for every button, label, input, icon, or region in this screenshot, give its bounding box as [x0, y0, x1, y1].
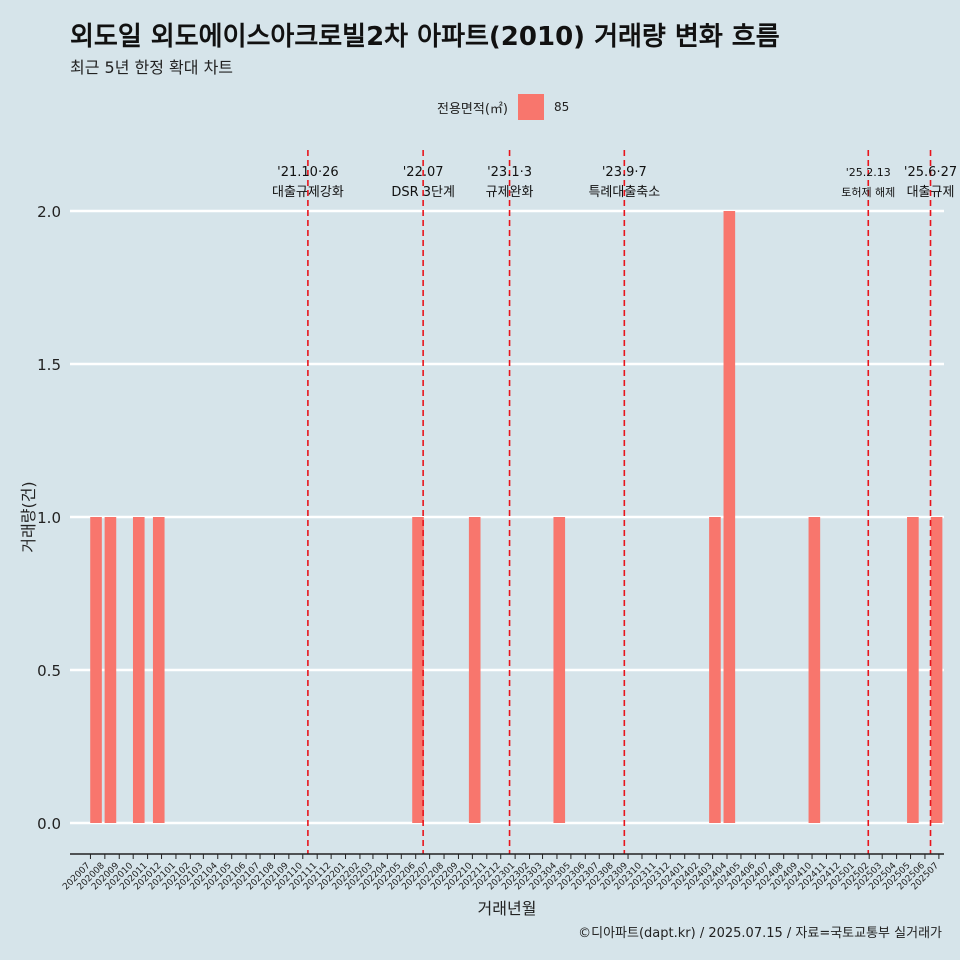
- event-date-label: '22.07: [403, 165, 444, 180]
- event-date-label: '25.6·27: [904, 165, 957, 180]
- bar: [412, 517, 424, 823]
- legend-swatch: [517, 94, 544, 120]
- bar: [808, 517, 821, 823]
- event-name-label: DSR 3단계: [391, 185, 455, 200]
- chart-title: 외도일 외도에이스아크로빌2차 아파트(2010) 거래량 변화 흐름: [70, 22, 780, 52]
- bar: [132, 517, 145, 823]
- event-date-label: '25.2.13: [846, 166, 891, 179]
- bar: [930, 517, 943, 823]
- bar: [90, 517, 102, 823]
- x-axis-title: 거래년월: [478, 899, 537, 918]
- bar: [723, 211, 736, 823]
- y-tick-label: 0.5: [37, 662, 61, 680]
- source-caption: ©디아파트(dapt.kr) / 2025.07.15 / 자료=국토교통부 실…: [578, 926, 942, 941]
- legend: 전용면적(㎡) 85: [437, 93, 569, 121]
- bar: [468, 517, 481, 823]
- y-axis-title: 거래량(건): [19, 481, 38, 552]
- bar: [553, 517, 566, 823]
- event-date-label: '23.9·7: [602, 165, 647, 180]
- y-tick-label: 2.0: [37, 203, 61, 221]
- bar: [907, 517, 919, 823]
- legend-title: 전용면적(㎡): [437, 101, 508, 117]
- y-tick-label: 0.0: [37, 815, 61, 833]
- event-name-label: 규제완화: [486, 185, 534, 200]
- bar: [709, 517, 721, 823]
- event-name-label: 토허제 해제: [841, 185, 895, 199]
- y-tick-label: 1.5: [37, 356, 61, 374]
- y-tick-label: 1.0: [37, 509, 61, 527]
- event-date-label: '21.10·26: [277, 165, 338, 180]
- bar: [104, 517, 117, 823]
- event-name-label: 대출규제강화: [272, 185, 344, 200]
- bar: [152, 517, 165, 823]
- event-date-label: '23.1·3: [487, 165, 532, 180]
- event-name-label: 특례대출축소: [588, 185, 660, 200]
- event-name-label: 대출규제: [907, 185, 955, 200]
- legend-label: 85: [553, 100, 570, 114]
- chart-subtitle: 최근 5년 한정 확대 차트: [70, 58, 234, 77]
